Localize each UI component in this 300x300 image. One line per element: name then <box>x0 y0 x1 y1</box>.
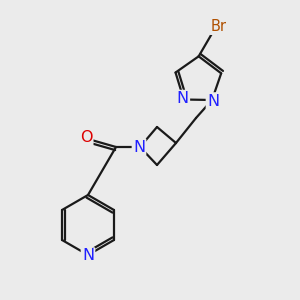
Text: N: N <box>133 140 145 154</box>
Text: N: N <box>82 248 94 263</box>
Text: Br: Br <box>211 19 227 34</box>
Text: N: N <box>207 94 219 109</box>
Text: N: N <box>177 91 189 106</box>
Text: O: O <box>80 130 92 145</box>
